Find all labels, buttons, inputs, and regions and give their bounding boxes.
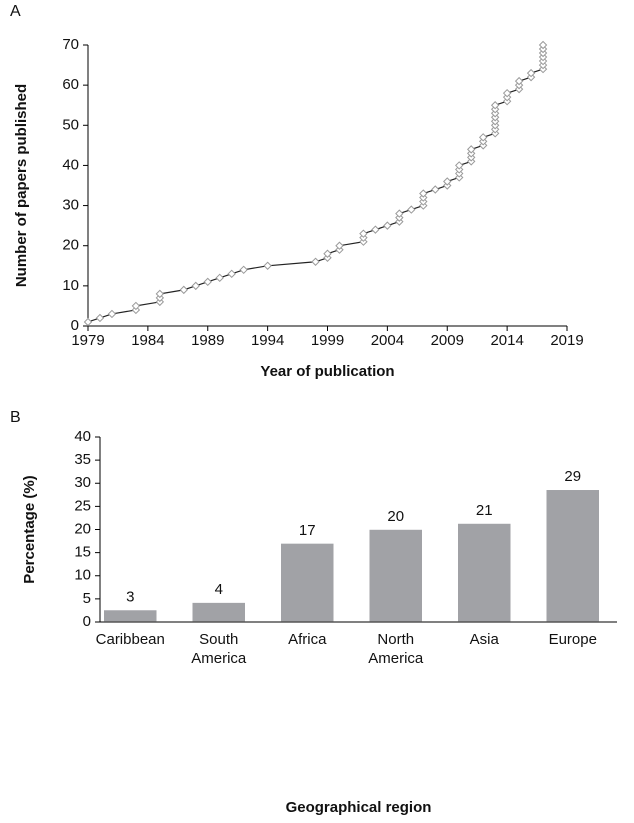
marker xyxy=(83,317,93,327)
y-tick-label: 20 xyxy=(62,237,79,254)
marker xyxy=(239,265,248,275)
y-tick-label: 25 xyxy=(74,497,91,514)
marker xyxy=(443,177,452,186)
marker xyxy=(335,241,344,250)
x-tick-label: 1989 xyxy=(191,332,224,349)
y-tick-label: 20 xyxy=(74,520,91,537)
marker xyxy=(179,285,189,295)
marker xyxy=(431,185,440,194)
x-tick-label: 1984 xyxy=(131,332,164,349)
marker xyxy=(215,273,224,283)
x-tick-label: 2014 xyxy=(490,332,523,349)
x-tick-label: 2009 xyxy=(431,332,464,349)
x-tick-label-line: America xyxy=(191,650,247,667)
marker xyxy=(502,88,512,98)
y-tick-label: 30 xyxy=(74,474,91,491)
value-label: 3 xyxy=(126,588,134,605)
x-tick-label-line: North xyxy=(377,631,414,648)
x-tick-label: 1994 xyxy=(251,332,284,349)
bar xyxy=(368,528,424,623)
y-tick-label: 70 xyxy=(62,36,79,53)
data-line xyxy=(87,45,544,323)
y-tick-label: 10 xyxy=(62,277,79,294)
marker xyxy=(455,161,464,170)
x-tick-label: South America xyxy=(191,631,247,667)
value-label: 29 xyxy=(564,468,581,485)
marker xyxy=(107,309,117,319)
value-label: 20 xyxy=(387,508,404,525)
marker xyxy=(95,313,105,323)
marker xyxy=(419,189,428,198)
y-tick-label: 40 xyxy=(74,428,91,445)
panel-label: A xyxy=(10,3,21,20)
y-tick-label: 15 xyxy=(74,544,91,561)
bar xyxy=(191,601,247,623)
marker xyxy=(227,269,236,279)
y-tick-label: 10 xyxy=(74,567,91,584)
bar xyxy=(545,488,601,623)
marker xyxy=(514,76,524,86)
y-axis-title: Percentage (%) xyxy=(21,475,38,583)
y-tick-label: 60 xyxy=(62,76,79,93)
marker xyxy=(538,40,548,50)
y-tick-label: 0 xyxy=(71,317,79,334)
bar xyxy=(456,522,512,623)
marker xyxy=(191,281,200,291)
x-tick-label: 2019 xyxy=(550,332,583,349)
y-tick-label: 30 xyxy=(62,197,79,214)
marker xyxy=(131,301,141,311)
marker xyxy=(478,133,488,142)
marker xyxy=(323,249,332,258)
x-tick-label: 1999 xyxy=(311,332,344,349)
x-tick-label: North America xyxy=(368,631,424,667)
x-tick-label: Africa xyxy=(288,631,327,648)
marker xyxy=(155,289,165,299)
marker xyxy=(203,277,212,287)
x-axis-title: Geographical region xyxy=(286,799,432,816)
x-tick-label: 2004 xyxy=(371,332,404,349)
marker xyxy=(311,257,320,266)
x-axis-title: Year of publication xyxy=(260,363,394,380)
marker xyxy=(263,261,272,270)
value-label: 4 xyxy=(215,581,223,598)
bar xyxy=(102,608,158,623)
marker xyxy=(371,225,380,234)
y-axis-title: Number of papers published xyxy=(13,84,30,287)
x-tick-label: 1979 xyxy=(71,332,104,349)
x-tick-label: Asia xyxy=(470,631,500,648)
y-tick-label: 35 xyxy=(74,451,91,468)
marker xyxy=(490,101,500,110)
x-tick-label-line: America xyxy=(368,650,424,667)
marker xyxy=(407,205,416,214)
marker xyxy=(395,209,404,218)
y-tick-label: 50 xyxy=(62,116,79,133)
value-label: 17 xyxy=(299,522,316,539)
marker xyxy=(359,229,368,238)
x-tick-label: Caribbean xyxy=(96,631,165,648)
marker xyxy=(466,145,476,154)
y-tick-label: 0 xyxy=(83,613,91,630)
y-tick-label: 40 xyxy=(62,156,79,173)
panel-label: B xyxy=(10,409,21,426)
value-label: 21 xyxy=(476,502,493,519)
bar xyxy=(279,542,335,623)
marker xyxy=(383,221,392,230)
x-tick-label: Europe xyxy=(549,631,597,648)
x-tick-label-line: South xyxy=(199,631,238,648)
y-tick-label: 5 xyxy=(83,590,91,607)
marker xyxy=(526,68,536,78)
